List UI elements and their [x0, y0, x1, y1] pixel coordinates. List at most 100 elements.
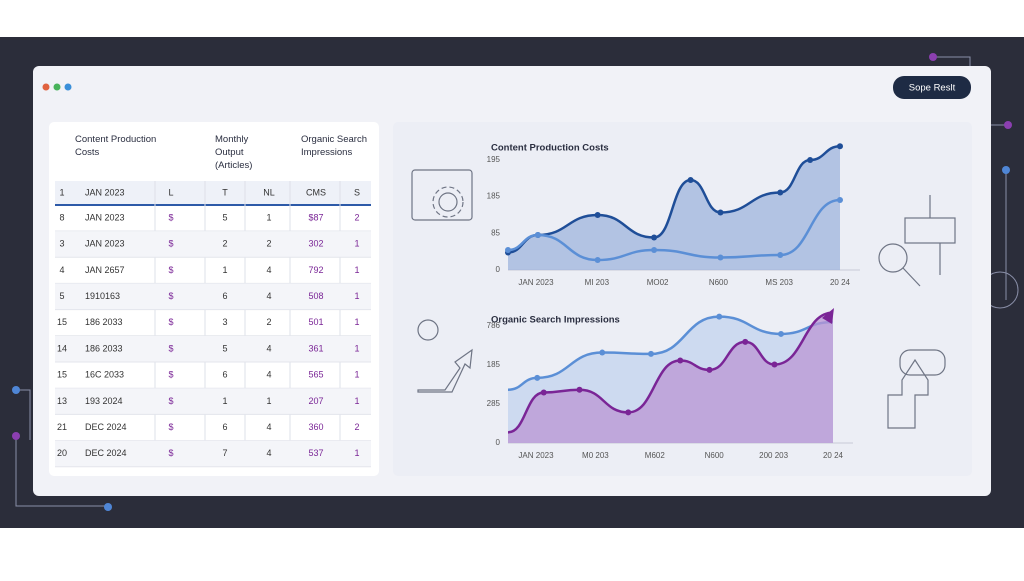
point	[771, 361, 778, 368]
cell: $87	[308, 212, 323, 222]
cell: $	[168, 448, 173, 458]
point	[777, 189, 784, 196]
cell: 565	[308, 370, 323, 380]
arrow-head	[822, 308, 834, 324]
row-stripe	[55, 231, 371, 258]
cell: 792	[308, 265, 323, 275]
point	[717, 254, 724, 261]
cell: 21	[57, 422, 67, 432]
point	[837, 197, 843, 203]
chart-title: Content Production Costs	[491, 143, 609, 154]
cell: 4	[266, 291, 271, 301]
cell: $	[168, 291, 173, 301]
cell: 186 2033	[85, 317, 123, 327]
cell: 2	[266, 239, 271, 249]
y-label: 0	[496, 265, 501, 274]
cell: 186 2033	[85, 343, 123, 353]
point	[777, 252, 784, 258]
cell: 5	[222, 212, 227, 222]
y-label: 185	[487, 360, 501, 369]
cell: 537	[308, 448, 323, 458]
y-label: 0	[496, 438, 501, 447]
cell: 508	[308, 291, 323, 301]
point	[716, 313, 723, 320]
header: Organic Search Impressions	[301, 134, 368, 158]
x-label: N600	[705, 451, 725, 460]
cell: 501	[308, 317, 323, 327]
cell: 2	[222, 239, 227, 249]
cell: $	[168, 422, 173, 432]
point	[706, 366, 713, 373]
column-header: CMS	[306, 187, 326, 197]
cell: 1	[266, 396, 271, 406]
cell: 1	[222, 396, 227, 406]
x-label: 20 24	[823, 451, 844, 460]
cell: 2	[354, 422, 359, 432]
y-label: 786	[487, 321, 501, 330]
cell: 360	[308, 422, 323, 432]
cell: 3	[222, 317, 227, 327]
cell: $	[168, 212, 173, 222]
cell: $	[168, 265, 173, 275]
cell: 15	[57, 370, 67, 380]
x-label: 20 24	[830, 278, 851, 287]
cell: 1	[354, 239, 359, 249]
point	[651, 247, 658, 253]
point	[648, 350, 654, 357]
icons	[411, 169, 956, 429]
point	[576, 386, 583, 393]
x-label: MO02	[647, 278, 669, 287]
cell: 6	[222, 422, 227, 432]
cell: $	[168, 317, 173, 327]
point	[687, 177, 694, 183]
button-label[interactable]: Sope Reslt	[909, 83, 956, 94]
cell: 1	[354, 265, 359, 275]
cell: 4	[59, 265, 64, 275]
x-label: M602	[645, 451, 666, 460]
cell: 207	[308, 396, 323, 406]
area	[508, 146, 840, 270]
cell: JAN 2657	[85, 265, 125, 275]
cell: 14	[57, 343, 67, 353]
cell: 6	[222, 291, 227, 301]
y-label: 85	[491, 228, 500, 237]
cell: $	[168, 343, 173, 353]
chart-title: Organic Search Impressions	[491, 315, 620, 326]
x-label: M0 203	[582, 451, 609, 460]
cell: 302	[308, 239, 323, 249]
point	[534, 232, 541, 238]
cell: 5	[59, 291, 64, 301]
cell: JAN 2023	[85, 239, 125, 249]
x-label: MI 203	[585, 278, 610, 287]
column-header: JAN 2023	[85, 187, 125, 197]
x-label: JAN 2023	[518, 278, 554, 287]
cell: JAN 2023	[85, 212, 125, 222]
row-stripe	[55, 440, 371, 467]
point	[594, 212, 601, 218]
point	[677, 357, 684, 364]
cell: 361	[308, 343, 323, 353]
cell: 1	[266, 212, 271, 222]
column-header: T	[222, 187, 228, 197]
point	[540, 389, 547, 396]
cell: 8	[59, 212, 64, 222]
point	[599, 349, 606, 356]
point	[625, 409, 632, 416]
cell: 2	[354, 212, 359, 222]
row-stripe	[55, 388, 371, 415]
point	[742, 338, 749, 345]
cell: $	[168, 396, 173, 406]
cell: 4	[266, 370, 271, 380]
cell: 6	[222, 370, 227, 380]
point	[651, 234, 658, 241]
column-header: 1	[59, 187, 64, 197]
y-label: 195	[487, 155, 501, 164]
cell: 20	[57, 448, 67, 458]
cell: 13	[57, 396, 67, 406]
button[interactable]	[893, 76, 971, 99]
point	[505, 247, 511, 253]
cell: DEC 2024	[85, 448, 127, 458]
header: Monthly Output (Articles)	[215, 134, 253, 171]
